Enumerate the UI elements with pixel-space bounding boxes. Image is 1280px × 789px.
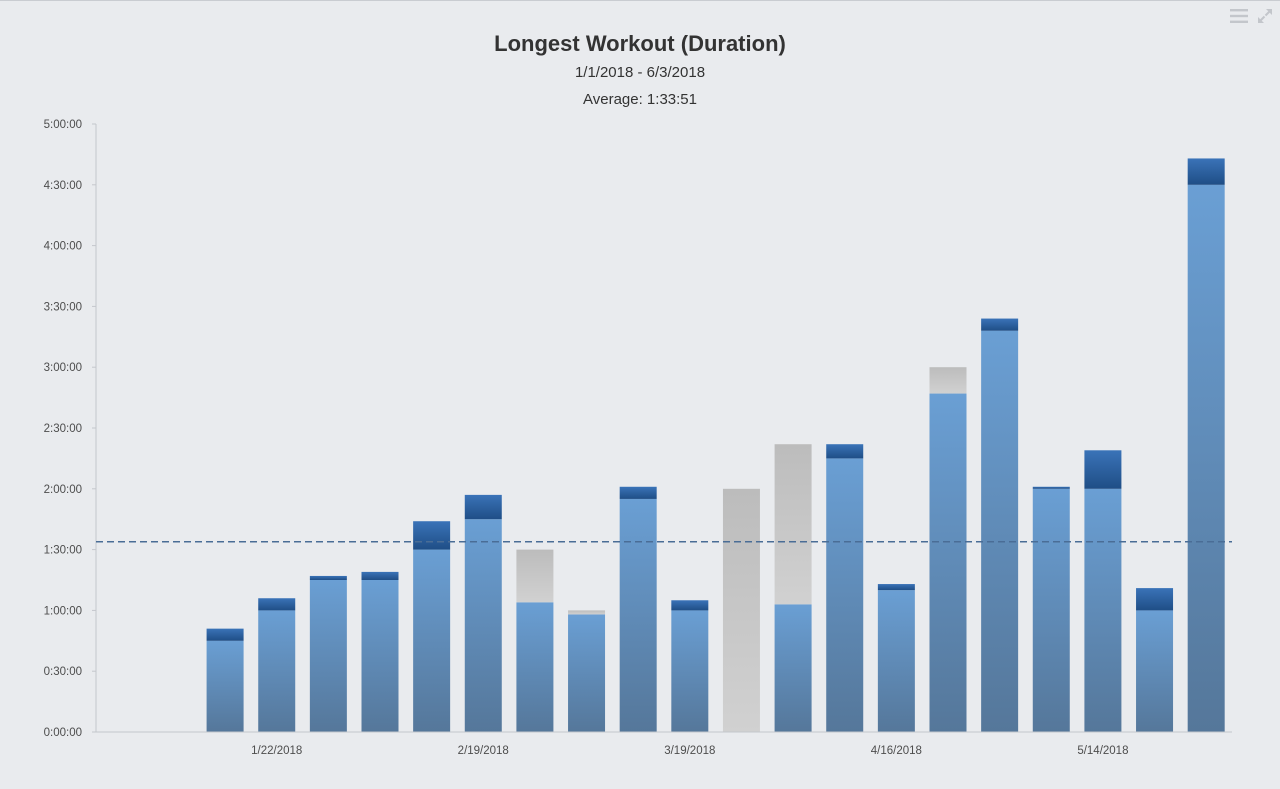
x-tick-label: 5/14/2018: [1077, 745, 1128, 757]
y-tick-label: 1:00:00: [44, 605, 82, 617]
bar-base: [981, 330, 1019, 732]
y-tick-label: 1:30:00: [44, 545, 82, 557]
x-tick-label: 1/22/2018: [251, 745, 302, 757]
y-tick-label: 2:00:00: [44, 484, 82, 496]
y-tick-label: 3:30:00: [44, 301, 82, 313]
bar-segment-cap: [464, 494, 502, 520]
bar-segment-cap: [413, 521, 451, 550]
y-tick-label: 5:00:00: [44, 119, 82, 131]
bar-segment-cap: [671, 600, 709, 611]
bar-segment-cap: [1084, 450, 1122, 489]
bar-base: [826, 458, 864, 732]
bar-segment-cap: [309, 575, 347, 580]
x-tick-label: 2/19/2018: [458, 745, 509, 757]
bar-segment-cap: [981, 318, 1019, 331]
bar-segment-cap: [258, 598, 296, 611]
bar-segment-cap: [1136, 588, 1174, 611]
bar-base: [361, 580, 399, 732]
y-tick-label: 0:00:00: [44, 727, 82, 739]
bar-segment-cap: [1187, 158, 1225, 185]
x-tick-label: 4/16/2018: [871, 745, 922, 757]
chart-average-label: Average: 1:33:51: [583, 91, 697, 108]
x-axis: 1/22/2018 2/19/2018 3/19/2018 4/16/2018 5/14…: [96, 731, 1232, 757]
bar-base: [877, 590, 915, 732]
expand-icon[interactable]: [1257, 8, 1273, 24]
bar-base: [464, 519, 502, 732]
y-axis: 0:00:00 0:30:00 1:00:00 1:30:00 2:00:00 2:30:…: [44, 119, 97, 739]
y-tick-label: 4:30:00: [44, 180, 82, 192]
bar-base: [568, 614, 606, 732]
bar-segment-gray: [568, 610, 606, 615]
bar-segment-cap: [361, 571, 399, 580]
top-border: [0, 0, 1280, 1]
bar-base: [1084, 488, 1122, 732]
bar-base: [309, 580, 347, 732]
bars: [206, 158, 1225, 733]
bar-base: [671, 610, 709, 732]
bar-segment-cap: [826, 444, 864, 459]
bar-base: [929, 393, 967, 732]
y-tick-label: 2:30:00: [44, 423, 82, 435]
y-tick-label: 4:00:00: [44, 241, 82, 253]
chart-title: Longest Workout (Duration): [494, 31, 786, 56]
bar-base: [774, 604, 812, 732]
bar-segment-gray: [722, 488, 760, 732]
bar-base: [206, 640, 244, 732]
menu-icon[interactable]: [1230, 8, 1248, 24]
y-tick-label: 3:00:00: [44, 362, 82, 374]
bar-base: [516, 602, 554, 732]
chart-date-range: 1/1/2018 - 6/3/2018: [574, 64, 706, 81]
bar-base: [619, 498, 657, 732]
bar-base: [258, 610, 296, 732]
bar-base: [1136, 610, 1174, 732]
bar-segment-cap: [206, 628, 244, 641]
bar-segment-gray: [774, 444, 812, 605]
y-tick-label: 0:30:00: [44, 666, 82, 678]
bar-base: [1187, 184, 1225, 733]
bar-segment-gray: [516, 549, 554, 603]
bar-segment-cap: [619, 486, 657, 499]
x-tick-label: 3/19/2018: [664, 745, 715, 757]
bar-segment-cap: [1032, 486, 1070, 489]
bar-base: [1032, 488, 1070, 732]
bar-segment-gray: [929, 367, 967, 394]
bar-segment-cap: [877, 584, 915, 591]
bar-base: [413, 549, 451, 732]
